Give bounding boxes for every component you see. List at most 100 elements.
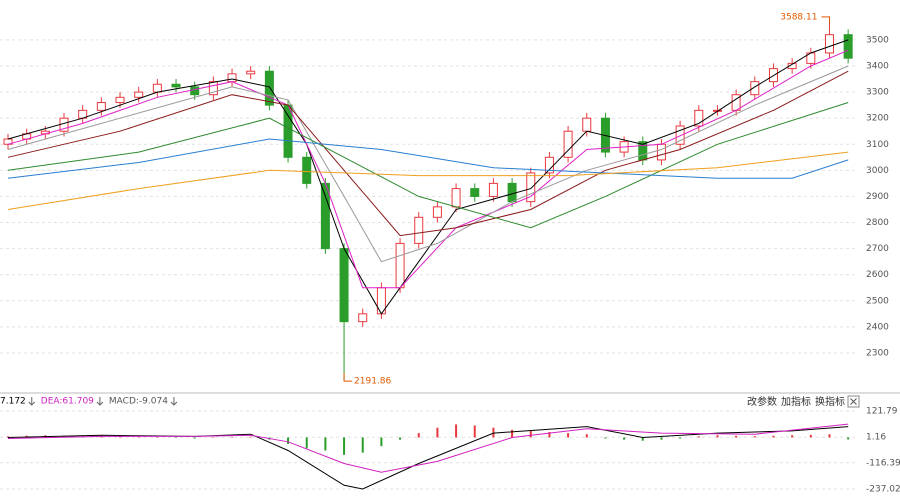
indicator-line: [7, 151, 849, 210]
macd-bar: [548, 432, 551, 438]
macd-bar: [772, 435, 775, 438]
legend-arrow: [170, 397, 178, 406]
indicator-line: [7, 70, 849, 237]
high-annotation: 3588.11: [780, 12, 817, 22]
candle-body: [694, 109, 704, 127]
macd-bar: [473, 425, 476, 438]
y-tick-label: 2500: [866, 296, 889, 306]
candle-body: [190, 86, 200, 96]
candle-body: [563, 130, 573, 158]
candle-body: [414, 216, 424, 244]
candle-body: [283, 104, 293, 158]
macd-bar: [399, 437, 402, 440]
y-tick-label: 2800: [866, 218, 889, 228]
y-tick-label: 3000: [866, 166, 889, 176]
macd-bar: [585, 434, 588, 438]
candle-body: [824, 34, 834, 54]
macd-bar: [249, 436, 252, 438]
macd-bar: [455, 424, 458, 438]
macd-bar: [287, 437, 290, 444]
candle-body: [470, 188, 480, 197]
candle-body: [675, 125, 685, 145]
y-tick-label: 2300: [866, 348, 889, 358]
macd-bar: [529, 430, 532, 438]
y-tick-label: 2700: [866, 244, 889, 254]
indicator-line: [7, 423, 849, 473]
low-annotation: 2191.86: [354, 377, 391, 387]
macd-bar: [7, 436, 9, 438]
candle-body: [115, 96, 125, 104]
y-tick-label: 121.79: [866, 406, 898, 416]
y-tick-label: 3100: [866, 140, 889, 150]
macd-bar: [436, 427, 439, 438]
candle-body: [507, 182, 517, 203]
candle-body: [171, 83, 181, 88]
annotation-leader: [821, 16, 830, 23]
y-tick-label: 2900: [866, 192, 889, 202]
macd-bar: [305, 437, 308, 449]
candle-body: [339, 248, 349, 323]
candle-body: [488, 182, 498, 197]
macd-bar: [828, 434, 831, 438]
macd-bar: [137, 436, 140, 438]
y-tick-label: 3300: [866, 88, 889, 98]
y-tick-label: 1.16: [866, 433, 886, 443]
indicator-legend: DEA:61.709: [41, 397, 94, 407]
macd-bar: [119, 436, 122, 438]
macd-bar: [679, 437, 682, 439]
y-tick-label: 3500: [866, 35, 889, 45]
candle-body: [656, 143, 666, 161]
macd-bar: [511, 429, 514, 438]
legend-arrow: [28, 397, 36, 406]
macd-bar: [641, 437, 644, 441]
indicator-line: [7, 102, 849, 229]
indicator-legend: 7.172: [0, 397, 26, 407]
y-tick-label: 2400: [866, 322, 889, 332]
candle-body: [152, 83, 162, 93]
candle-body: [134, 91, 144, 98]
macd-bar: [193, 437, 196, 439]
indicator-line: [7, 39, 849, 315]
macd-bar: [343, 437, 346, 455]
macd-bar: [324, 437, 327, 451]
macd-bar: [175, 437, 178, 438]
macd-bar: [735, 435, 738, 438]
macd-bar: [417, 433, 420, 438]
macd-bar: [567, 433, 570, 438]
indicator-legend: MACD:-9.074: [109, 397, 168, 407]
macd-bar: [156, 437, 159, 438]
macd-bar: [604, 437, 607, 439]
macd-bar: [660, 437, 663, 440]
candle-body: [246, 70, 256, 75]
macd-bar: [492, 427, 495, 438]
y-tick-label: 2600: [866, 270, 889, 280]
macd-bar: [231, 436, 234, 438]
candle-body: [320, 182, 330, 250]
indicator-button[interactable]: 加指标: [781, 395, 811, 408]
macd-bar: [212, 437, 215, 438]
macd-bar: [697, 436, 700, 438]
annotation-leader: [343, 373, 353, 382]
y-tick-label: -116.39: [866, 458, 900, 468]
indicator-button[interactable]: 换指标: [815, 395, 845, 408]
macd-bar: [791, 435, 794, 438]
candle-body: [451, 188, 461, 208]
macd-bar: [380, 437, 383, 447]
indicator-line: [7, 65, 849, 263]
candle-body: [358, 313, 368, 323]
indicator-line: [7, 49, 849, 289]
macd-bar: [847, 437, 850, 440]
candle-body: [432, 206, 442, 218]
indicator-button[interactable]: 改参数: [747, 395, 777, 408]
candle-body: [227, 73, 237, 83]
macd-bar: [753, 436, 756, 438]
candle-body: [526, 172, 536, 203]
close-button[interactable]: [847, 395, 860, 408]
y-tick-label: -237.02: [866, 484, 900, 494]
candle-body: [208, 81, 218, 96]
macd-bar: [809, 434, 812, 438]
y-tick-label: 3200: [866, 114, 889, 124]
macd-bar: [100, 436, 103, 438]
